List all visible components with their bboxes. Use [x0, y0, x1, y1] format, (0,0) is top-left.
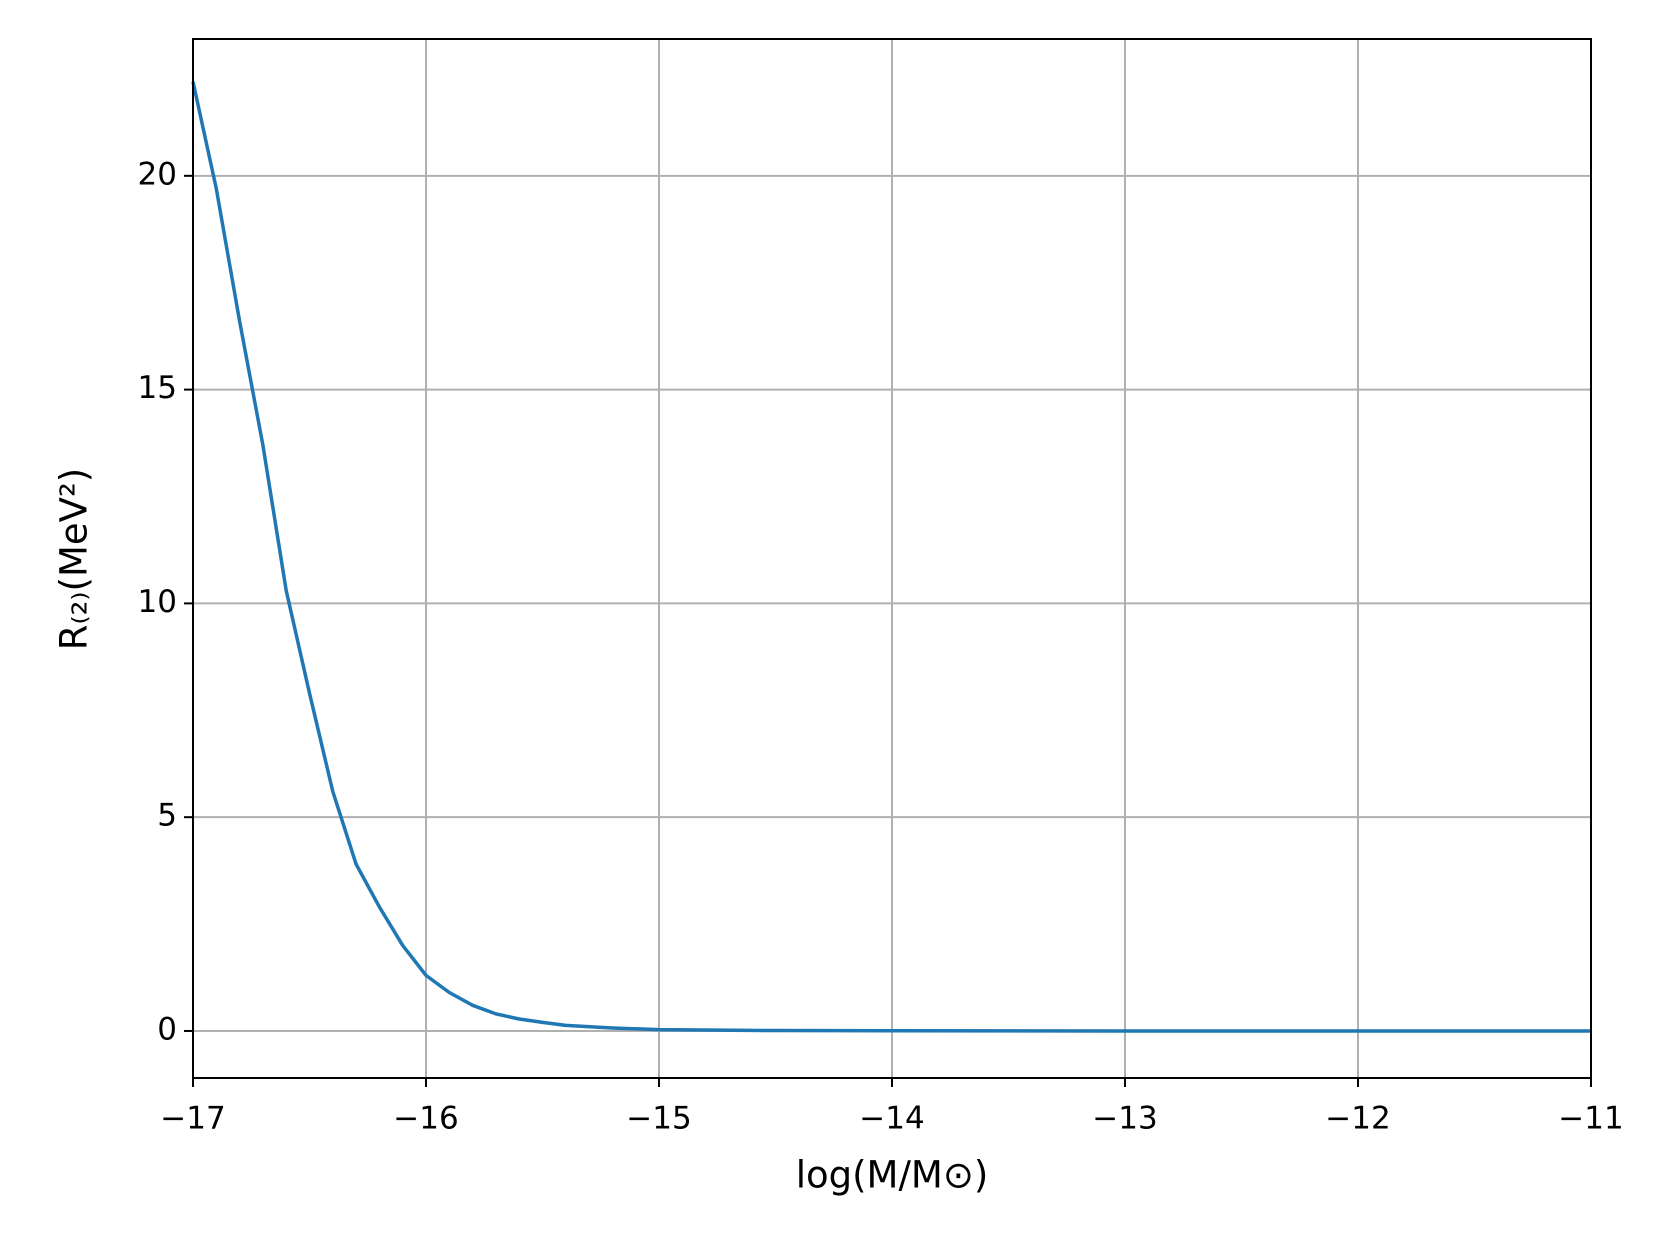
data-line [191, 81, 1591, 1033]
x-tick-label: −13 [1092, 1101, 1157, 1137]
x-tick-label: −12 [1325, 1101, 1390, 1137]
y-tick-label: 20 [138, 156, 177, 192]
x-tick-label: −11 [1558, 1101, 1623, 1137]
y-tick-label: 5 [157, 798, 177, 834]
x-axis-label: log(M/M⊙) [796, 1154, 989, 1197]
x-tick-label: −16 [393, 1101, 458, 1137]
x-tick-label: −15 [626, 1101, 691, 1137]
y-tick-label: 0 [157, 1011, 177, 1047]
y-tick-label: 10 [138, 584, 177, 620]
y-axis-label: R₍₂₎(MeV²) [53, 468, 96, 650]
x-tick-label: −14 [859, 1101, 924, 1137]
y-tick-label: 15 [138, 370, 177, 406]
x-tick-label: −17 [160, 1101, 225, 1137]
plot-frame [192, 38, 1592, 1079]
